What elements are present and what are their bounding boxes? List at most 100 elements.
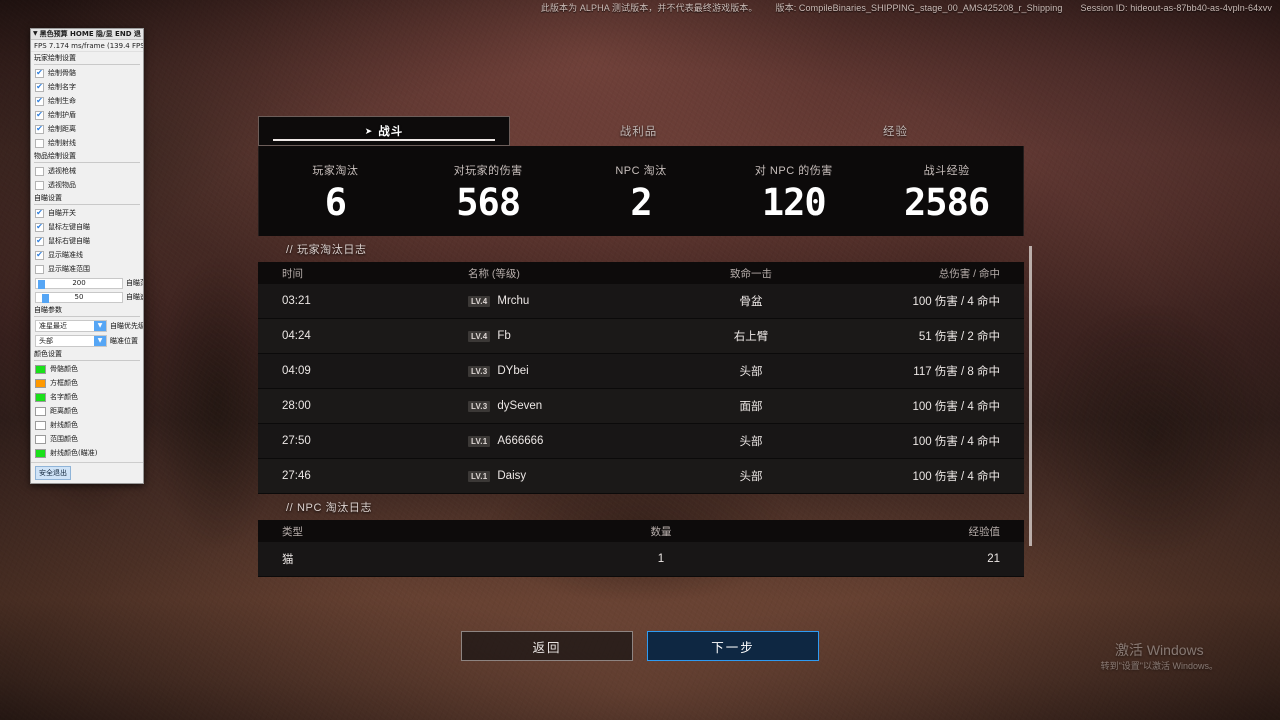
checkbox-label: 绘制骨骼 [48, 69, 76, 77]
color-row[interactable]: 骨骼颜色 [31, 362, 143, 376]
checkbox-row[interactable]: 显示瞄准范围 [31, 262, 143, 276]
table-row[interactable]: 27:50 LV.1 A666666 头部 100 伤害 / 4 命中 [258, 424, 1024, 459]
dropdown-label: 瞄准位置 [110, 336, 138, 345]
match-summary-panel: ➤ 战斗 战利品 经验 玩家淘汰 6 对玩家的伤害 568 NPC 淘汰 2 对… [258, 116, 1032, 598]
color-row[interactable]: 距离颜色 [31, 404, 143, 418]
chevron-down-icon[interactable]: ▼ [94, 320, 106, 331]
color-row[interactable]: 射线颜色 [31, 418, 143, 432]
color-swatch[interactable] [35, 434, 46, 444]
tab-label: 战斗 [378, 126, 404, 138]
color-label: 骨骼颜色 [50, 365, 78, 373]
windows-activation-watermark: 激活 Windows 转到"设置"以激活 Windows。 [1101, 641, 1218, 672]
column-header-type: 类型 [282, 525, 303, 538]
color-swatch[interactable] [35, 378, 46, 388]
checkbox-row[interactable]: 透视枪械 [31, 164, 143, 178]
section-label: 自瞄设置 [34, 194, 62, 202]
table-row[interactable]: 04:09 LV.3 DYbei 头部 117 伤害 / 8 命中 [258, 354, 1024, 389]
checkbox-icon[interactable] [35, 236, 44, 246]
level-badge: LV.4 [468, 330, 491, 342]
cell-time: 03:21 [282, 295, 311, 307]
aim-speed-slider[interactable]: 50 [35, 291, 123, 303]
color-swatch[interactable] [35, 406, 46, 416]
checkbox-icon[interactable] [35, 180, 44, 190]
table-row[interactable]: 27:46 LV.1 Daisy 头部 100 伤害 / 4 命中 [258, 459, 1024, 494]
cell-crit: 骨盆 [739, 296, 763, 308]
player-name: DYbei [497, 365, 529, 377]
level-badge: LV.3 [468, 365, 491, 377]
table-row[interactable]: 28:00 LV.3 dySeven 面部 100 伤害 / 4 命中 [258, 389, 1024, 424]
checkbox-row[interactable]: 绘制生命 [31, 94, 143, 108]
color-label: 射线颜色 [50, 421, 78, 429]
tab-combat[interactable]: ➤ 战斗 [258, 116, 510, 146]
tab-experience[interactable]: 经验 [767, 116, 1024, 146]
checkbox-icon[interactable] [35, 138, 44, 148]
next-button[interactable]: 下一步 [647, 631, 819, 661]
slider-knob[interactable] [38, 279, 45, 289]
slider-value: 200 [72, 279, 86, 287]
dropdown-row-aim-position[interactable]: 头部 ▼ 瞄准位置 [31, 333, 143, 348]
aim-range-slider[interactable]: 200 [35, 277, 123, 289]
cell-damage: 51 伤害 / 2 命中 [918, 331, 1000, 343]
cell-crit: 头部 [739, 366, 763, 378]
checkbox-row[interactable]: 显示瞄准线 [31, 248, 143, 262]
checkbox-row[interactable]: 绘制名字 [31, 80, 143, 94]
checkbox-row[interactable]: 绘制距离 [31, 122, 143, 136]
dropdown-row-aim-priority[interactable]: 准星最近 ▼ 自瞄优先级 [31, 318, 143, 333]
back-button[interactable]: 返回 [461, 631, 633, 661]
color-row[interactable]: 射线颜色(瞄准) [31, 446, 143, 460]
watermark-title: 激活 Windows [1114, 642, 1204, 658]
checkbox-icon[interactable] [35, 82, 44, 92]
cheat-overlay-panel[interactable]: ▼ 黑色预算 HOME 隐/显 END 退 FPS 7.174 ms/frame… [30, 28, 144, 484]
checkbox-icon[interactable] [35, 208, 44, 218]
stat-npc-damage: 对 NPC 的伤害 120 [717, 162, 870, 221]
color-row[interactable]: 方框颜色 [31, 376, 143, 390]
aim-position-dropdown[interactable]: 头部 ▼ [35, 334, 107, 347]
color-row[interactable]: 范围颜色 [31, 432, 143, 446]
checkbox-row[interactable]: 绘制射线 [31, 136, 143, 150]
checkbox-row[interactable]: 透视物品 [31, 178, 143, 192]
checkbox-icon[interactable] [35, 68, 44, 78]
color-swatch[interactable] [35, 448, 46, 458]
chevron-down-icon[interactable]: ▼ [94, 335, 106, 346]
color-swatch[interactable] [35, 420, 46, 430]
checkbox-label: 显示瞄准范围 [48, 265, 90, 273]
tab-loot[interactable]: 战利品 [510, 116, 767, 146]
dropdown-value: 准星最近 [39, 321, 67, 330]
slider-row-aim-range[interactable]: 200 自瞄范围 [31, 276, 143, 290]
checkbox-icon[interactable] [35, 124, 44, 134]
color-row[interactable]: 名字颜色 [31, 390, 143, 404]
slider-row-aim-speed[interactable]: 50 自瞄速度(越 [31, 290, 143, 304]
checkbox-row[interactable]: 绘制骨骼 [31, 66, 143, 80]
checkbox-icon[interactable] [35, 96, 44, 106]
checkbox-icon[interactable] [35, 166, 44, 176]
table-row[interactable]: 04:24 LV.4 Fb 右上臂 51 伤害 / 2 命中 [258, 319, 1024, 354]
cell-damage: 100 伤害 / 4 命中 [912, 401, 1000, 413]
cell-name: LV.4 Mrchu [468, 295, 688, 307]
checkbox-row[interactable]: 自瞄开关 [31, 206, 143, 220]
vertical-scrollbar[interactable] [1029, 246, 1032, 546]
checkbox-row[interactable]: 绘制护盾 [31, 108, 143, 122]
checkbox-icon[interactable] [35, 110, 44, 120]
slider-knob[interactable] [42, 293, 49, 303]
session-id-text: Session ID: hideout-as-87bb40-as-4vpln-6… [1080, 2, 1272, 13]
overlay-panel-titlebar[interactable]: ▼ 黑色预算 HOME 隐/显 END 退 [31, 29, 143, 40]
checkbox-row[interactable]: 鼠标右键自瞄 [31, 234, 143, 248]
stat-value: 6 [324, 180, 347, 224]
section-colors: 颜色设置 [31, 348, 143, 361]
checkbox-row[interactable]: 鼠标左键自瞄 [31, 220, 143, 234]
section-label: 物品绘制设置 [34, 152, 76, 160]
checkbox-icon[interactable] [35, 264, 44, 274]
cell-npc-exp: 21 [987, 553, 1000, 565]
aim-priority-dropdown[interactable]: 准星最近 ▼ [35, 319, 107, 332]
color-swatch[interactable] [35, 364, 46, 374]
table-row[interactable]: 03:21 LV.4 Mrchu 骨盆 100 伤害 / 4 命中 [258, 284, 1024, 319]
checkbox-icon[interactable] [35, 222, 44, 232]
player-name: A666666 [497, 435, 544, 447]
summary-tabs: ➤ 战斗 战利品 经验 [258, 116, 1024, 146]
player-name: dySeven [497, 400, 543, 412]
color-swatch[interactable] [35, 392, 46, 402]
chevron-down-icon[interactable]: ▼ [33, 30, 38, 37]
checkbox-icon[interactable] [35, 250, 44, 260]
safe-exit-button[interactable]: 安全退出 [35, 466, 71, 480]
table-row[interactable]: 猫 1 21 [258, 542, 1024, 577]
